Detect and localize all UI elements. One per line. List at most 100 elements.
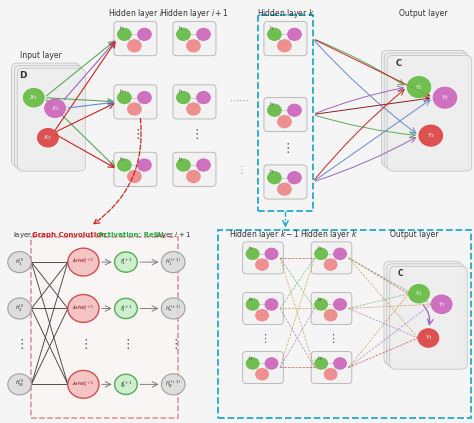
Text: $Y_1$: $Y_1$	[415, 82, 423, 91]
FancyBboxPatch shape	[173, 22, 216, 56]
Circle shape	[115, 298, 137, 319]
Text: $\vdots$: $\vdots$	[121, 337, 130, 352]
Text: Hidden layer $i$: Hidden layer $i$	[108, 7, 163, 20]
Text: $Y_3$: $Y_3$	[425, 333, 432, 343]
Circle shape	[334, 248, 346, 260]
FancyBboxPatch shape	[264, 97, 307, 132]
Circle shape	[278, 183, 291, 195]
Circle shape	[128, 40, 141, 52]
Circle shape	[278, 115, 291, 128]
Text: $\vdots$: $\vdots$	[328, 332, 336, 345]
Circle shape	[418, 329, 439, 347]
Circle shape	[265, 358, 278, 369]
Circle shape	[118, 28, 131, 41]
Text: $h_1^{(l+1)}$: $h_1^{(l+1)}$	[165, 256, 181, 268]
Text: h: h	[248, 356, 252, 361]
Text: $f_1^{l+1}$: $f_1^{l+1}$	[120, 257, 132, 267]
Text: $h_{N_l}^{(l)}$: $h_{N_l}^{(l)}$	[15, 378, 24, 390]
Circle shape	[187, 170, 201, 183]
Text: h: h	[270, 169, 273, 174]
Circle shape	[315, 299, 328, 310]
FancyBboxPatch shape	[114, 152, 157, 187]
Circle shape	[433, 87, 457, 108]
Circle shape	[255, 259, 268, 270]
Text: layer $i+1$: layer $i+1$	[155, 230, 191, 240]
Circle shape	[177, 91, 190, 104]
Circle shape	[187, 40, 201, 52]
Text: $\vdots$: $\vdots$	[236, 163, 243, 176]
Text: $Y_2$: $Y_2$	[441, 93, 449, 102]
Text: Output layer: Output layer	[390, 230, 438, 239]
FancyBboxPatch shape	[311, 242, 352, 274]
Text: $\vdots$: $\vdots$	[169, 337, 178, 352]
Circle shape	[324, 259, 337, 270]
FancyBboxPatch shape	[311, 292, 352, 324]
Circle shape	[128, 170, 141, 183]
Circle shape	[197, 28, 210, 41]
Circle shape	[288, 28, 301, 41]
Text: $\cdots\cdots$: $\cdots\cdots$	[229, 95, 249, 105]
Circle shape	[128, 103, 141, 115]
Circle shape	[288, 104, 301, 116]
Text: layer $i$: layer $i$	[12, 230, 36, 240]
Text: $f_B^{l+1}$: $f_B^{l+1}$	[120, 379, 132, 390]
Text: C: C	[397, 269, 403, 278]
Text: $\hat{A}H^lW_2^{(l+1)}$: $\hat{A}H^lW_2^{(l+1)}$	[73, 303, 94, 313]
Text: Hidden layer $k-1$: Hidden layer $k-1$	[229, 228, 300, 241]
Circle shape	[315, 358, 328, 369]
Text: $Y_3$: $Y_3$	[427, 131, 435, 140]
Text: $\hat{A}H^lW_1^{(l+1)}$: $\hat{A}H^lW_1^{(l+1)}$	[73, 257, 94, 267]
FancyBboxPatch shape	[264, 22, 307, 56]
Text: $\vdots$: $\vdots$	[131, 126, 140, 140]
Circle shape	[246, 299, 259, 310]
Circle shape	[8, 252, 31, 273]
FancyBboxPatch shape	[387, 264, 465, 367]
Circle shape	[265, 248, 278, 260]
Text: C: C	[396, 59, 402, 68]
Text: $\vdots$: $\vdots$	[190, 126, 199, 140]
FancyBboxPatch shape	[387, 55, 472, 171]
Circle shape	[255, 368, 268, 380]
FancyBboxPatch shape	[243, 352, 283, 384]
Text: $\vdots$: $\vdots$	[15, 337, 24, 352]
Circle shape	[324, 310, 337, 321]
Text: h: h	[120, 157, 123, 162]
Text: Hidden layer $k$: Hidden layer $k$	[256, 7, 314, 20]
Text: $Y_2$: $Y_2$	[438, 300, 446, 309]
Circle shape	[431, 295, 452, 313]
Circle shape	[288, 172, 301, 184]
FancyBboxPatch shape	[243, 242, 283, 274]
Text: $h_n^{(l+1)}$: $h_n^{(l+1)}$	[165, 303, 181, 314]
Circle shape	[161, 374, 185, 395]
Circle shape	[187, 103, 201, 115]
FancyBboxPatch shape	[14, 66, 82, 168]
Text: h: h	[248, 297, 252, 302]
Circle shape	[409, 284, 429, 303]
Text: Hidden layer $i+1$: Hidden layer $i+1$	[160, 7, 229, 20]
Circle shape	[407, 77, 431, 98]
Text: Graph Convolution: Graph Convolution	[32, 232, 106, 238]
Text: h: h	[120, 26, 123, 31]
Circle shape	[334, 358, 346, 369]
Circle shape	[161, 298, 185, 319]
Text: h: h	[270, 102, 273, 107]
Text: $h_2^{(l)}$: $h_2^{(l)}$	[15, 303, 24, 314]
Text: h: h	[270, 26, 273, 31]
Circle shape	[68, 248, 99, 276]
Circle shape	[419, 125, 443, 146]
Text: Output layer: Output layer	[400, 9, 448, 18]
Circle shape	[137, 159, 151, 171]
Text: h: h	[317, 356, 320, 361]
FancyBboxPatch shape	[114, 85, 157, 119]
Circle shape	[324, 368, 337, 380]
Circle shape	[161, 252, 185, 273]
Text: Activation: ReLU: Activation: ReLU	[98, 232, 164, 238]
Text: $Y_1$: $Y_1$	[415, 289, 423, 298]
Text: D: D	[19, 71, 27, 80]
Text: $\vdots$: $\vdots$	[281, 141, 290, 155]
Circle shape	[265, 299, 278, 310]
Circle shape	[137, 28, 151, 41]
Circle shape	[118, 159, 131, 171]
Text: $f_2^{l+1}$: $f_2^{l+1}$	[120, 303, 132, 314]
Text: $h_B^{(l+1)}$: $h_B^{(l+1)}$	[165, 379, 181, 390]
